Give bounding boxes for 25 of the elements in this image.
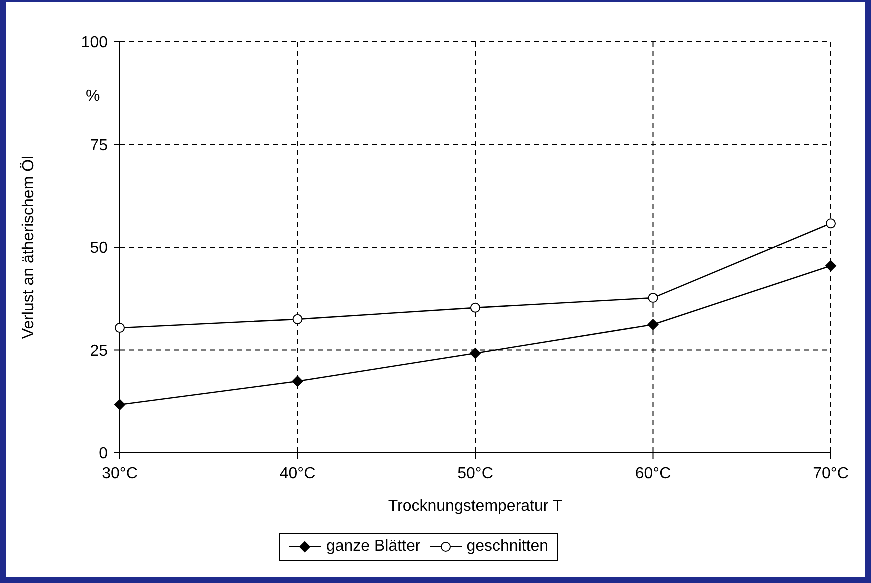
x-tick-label: 60°C — [635, 465, 672, 482]
point — [648, 293, 658, 304]
point — [115, 323, 125, 334]
point — [648, 319, 659, 330]
point — [826, 218, 836, 229]
point — [292, 314, 303, 324]
x-axis-title: Trocknungstemperatur T — [388, 498, 563, 515]
x-tick-label: 40°C — [280, 465, 316, 482]
point — [826, 260, 836, 272]
point — [114, 399, 126, 410]
text: % — [86, 88, 100, 106]
legend-label: ganze Blätter — [325, 538, 421, 556]
y-tick-label: 50 — [90, 240, 108, 258]
x-tick-label: 30°C — [102, 465, 138, 482]
point — [470, 348, 481, 360]
point — [292, 376, 304, 387]
x-tick-label: 70°C — [813, 465, 849, 482]
y-tick-label: 75 — [90, 137, 108, 154]
y-tick-label: 0 — [99, 446, 108, 463]
x-tick-label: 50°C — [458, 465, 494, 482]
y-axis-title: Verlust an ätherischem Öl — [20, 156, 38, 340]
y-tick-label: 25 — [90, 342, 108, 360]
point — [470, 302, 480, 313]
y-tick-label: 100 — [81, 34, 108, 52]
legend-label: geschnitten — [466, 538, 549, 556]
